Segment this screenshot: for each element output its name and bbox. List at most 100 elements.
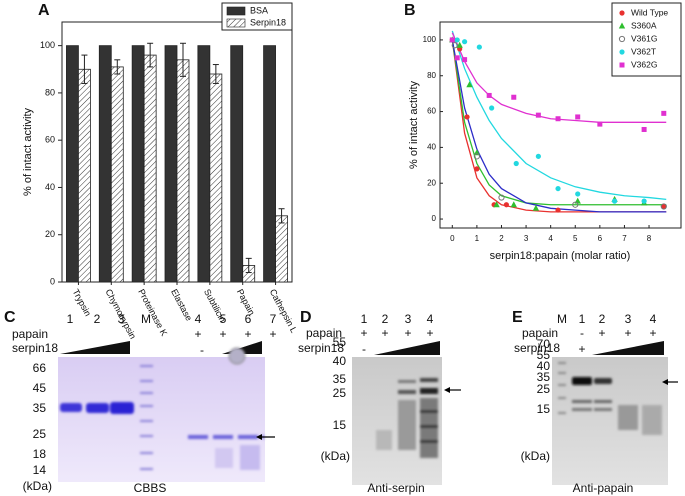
row-label: papain xyxy=(306,326,342,340)
legend-label: Wild Type xyxy=(631,7,668,17)
x-tick-label: 7 xyxy=(622,234,627,243)
caption: Anti-papain xyxy=(573,481,634,495)
legend-label: V362T xyxy=(631,46,656,56)
data-point xyxy=(510,201,517,208)
row-label: serpin18 xyxy=(514,341,560,355)
data-point xyxy=(597,121,603,127)
kda-label: 35 xyxy=(537,370,551,384)
kda-unit: (kDa) xyxy=(23,479,52,493)
kda-label: 25 xyxy=(333,386,347,400)
lane-label: 1 xyxy=(67,312,74,326)
row-mark: + xyxy=(360,326,367,340)
data-point xyxy=(575,191,581,197)
lane-label: 4 xyxy=(650,312,657,326)
panel-letter: D xyxy=(300,309,312,326)
data-point xyxy=(511,94,517,100)
data-point xyxy=(574,197,581,204)
data-point xyxy=(535,153,541,159)
gel xyxy=(58,357,265,482)
lane-label: 5 xyxy=(220,312,227,326)
y-tick-label: 0 xyxy=(432,214,437,223)
kda-label: 15 xyxy=(333,418,347,432)
lane-label: 1 xyxy=(361,312,368,326)
data-point xyxy=(489,105,495,111)
kda-label: 66 xyxy=(33,361,47,375)
bar xyxy=(209,73,223,283)
legend-marker xyxy=(619,62,625,68)
kda-label: 45 xyxy=(33,381,47,395)
bar xyxy=(78,68,91,283)
data-point xyxy=(503,202,509,208)
data-point xyxy=(641,198,647,204)
data-point xyxy=(498,194,505,201)
panel-letter: B xyxy=(404,2,416,19)
data-point xyxy=(473,153,480,160)
y-tick-label: 80 xyxy=(427,71,436,80)
kda-label: 40 xyxy=(537,359,551,373)
data-point xyxy=(532,204,540,211)
panel-letter: A xyxy=(38,2,50,19)
y-tick-label: 100 xyxy=(40,40,55,50)
row-mark: + xyxy=(598,326,605,340)
row-mark: + xyxy=(404,326,411,340)
y-tick-label: 40 xyxy=(45,182,55,192)
data-point xyxy=(661,203,667,210)
data-point xyxy=(641,126,647,132)
y-tick-label: 60 xyxy=(427,107,436,116)
y-tick-label: 20 xyxy=(45,229,55,239)
y-tick-label: 20 xyxy=(427,178,436,187)
wedge xyxy=(60,341,130,354)
arrow-head xyxy=(444,387,450,393)
bands xyxy=(558,362,662,435)
row-mark: + xyxy=(194,327,201,341)
data-point xyxy=(461,39,468,45)
caption: Anti-serpin xyxy=(367,481,424,495)
data-point xyxy=(476,44,482,50)
row-mark: + xyxy=(649,326,656,340)
data-point xyxy=(456,41,463,48)
row-mark: + xyxy=(269,327,276,341)
lane-label: 3 xyxy=(405,312,412,326)
legend-label: S360A xyxy=(631,20,657,30)
row-label: papain xyxy=(522,326,558,340)
bar xyxy=(131,45,145,283)
lane-label: 7 xyxy=(270,312,277,326)
bar xyxy=(110,66,124,283)
lane-label: 1 xyxy=(579,312,586,326)
plot-frame xyxy=(439,21,682,229)
row-mark: - xyxy=(200,343,204,357)
lane-label: 2 xyxy=(382,312,389,326)
data-point xyxy=(572,201,579,208)
lane-label: M xyxy=(557,312,567,326)
lane-label: M xyxy=(141,312,151,326)
wedge xyxy=(592,341,664,355)
error-bar xyxy=(81,54,88,84)
arrow-head xyxy=(256,434,262,440)
data-point xyxy=(575,114,581,120)
legend-marker xyxy=(619,10,625,16)
x-tick-label: 8 xyxy=(647,234,652,243)
fit-curve xyxy=(451,39,667,206)
row-mark: + xyxy=(244,327,251,341)
lane-label: 3 xyxy=(118,312,125,326)
y-tick-label: 80 xyxy=(45,87,55,97)
data-point xyxy=(451,42,458,49)
row-label: papain xyxy=(12,327,48,341)
error-bar xyxy=(114,59,121,75)
kda-label: 18 xyxy=(33,447,47,461)
kda-label: 70 xyxy=(537,337,551,351)
error-bar xyxy=(180,42,186,77)
y-axis-label: % of intact activity xyxy=(22,107,34,196)
lane-label: 4 xyxy=(427,312,434,326)
y-tick-label: 40 xyxy=(427,143,436,152)
kda-label: 35 xyxy=(333,372,347,386)
error-bar xyxy=(278,208,285,224)
bar xyxy=(197,45,211,283)
bar xyxy=(263,45,276,283)
data-point xyxy=(535,112,541,118)
data-point xyxy=(660,203,667,210)
bar xyxy=(176,59,190,283)
arrow-head xyxy=(662,379,668,385)
row-mark: + xyxy=(578,342,585,356)
row-mark: + xyxy=(624,326,631,340)
